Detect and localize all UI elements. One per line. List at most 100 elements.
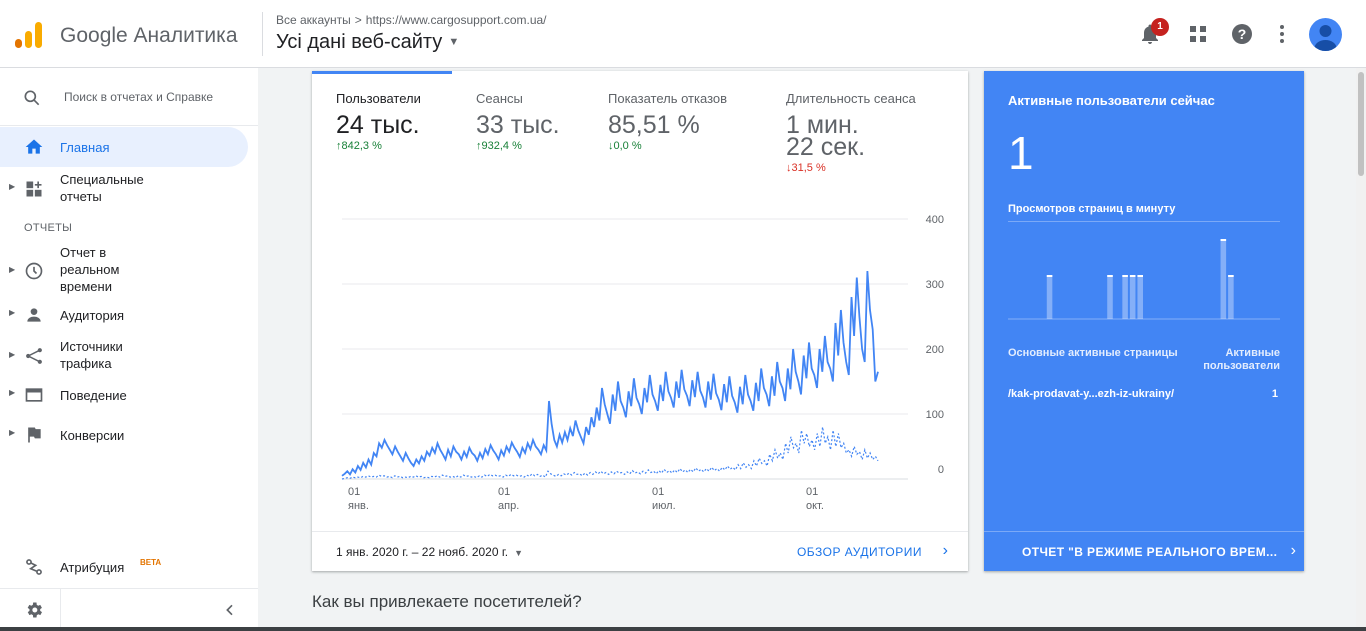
arrow-up-icon: ↑ xyxy=(476,140,482,152)
comparison-series-line[interactable] xyxy=(341,426,879,480)
metric-name: Пользователи xyxy=(336,91,421,106)
breadcrumb-account[interactable]: https://www.cargosupport.com.ua/ xyxy=(365,13,547,27)
sidebar-item-realtime[interactable]: ▶ Отчет в реальном времени xyxy=(0,244,248,296)
metric-value: 1 мин. 22 сек. xyxy=(786,113,916,160)
expand-arrow-icon[interactable]: ▶ xyxy=(9,388,16,397)
gear-icon[interactable] xyxy=(24,600,44,620)
pageview-bar xyxy=(1137,275,1143,319)
analytics-logo-icon[interactable] xyxy=(14,20,44,50)
search-input[interactable] xyxy=(64,86,228,108)
realtime-card: Активные пользователи сейчас 1 Просмотро… xyxy=(984,71,1304,571)
users-series-line[interactable] xyxy=(341,270,879,477)
search-icon[interactable] xyxy=(22,88,42,108)
sidebar-item-acquisition[interactable]: ▶ Источники трафика xyxy=(0,338,248,374)
sidebar-item-label: Главная xyxy=(60,140,110,155)
arrow-down-icon: ↓ xyxy=(786,162,792,174)
person-icon xyxy=(27,308,41,322)
dropdown-caret-icon[interactable]: ▼ xyxy=(514,548,524,558)
audience-overview-link[interactable]: ОБЗОР АУДИТОРИИ xyxy=(796,545,922,559)
metric-tab-sessions[interactable]: Сеансы 33 тыс. ↑932,4 % xyxy=(476,91,560,152)
clock-icon xyxy=(25,262,43,280)
label-line: Источники xyxy=(60,339,123,354)
y-tick-label: 300 xyxy=(926,279,944,291)
section-label-reports: ОТЧЕТЫ xyxy=(24,222,73,234)
expand-arrow-icon[interactable]: ▶ xyxy=(9,308,16,317)
pageview-bar xyxy=(1220,239,1227,319)
scrollbar-thumb[interactable] xyxy=(1358,72,1364,176)
breadcrumb-root[interactable]: Все аккаунты xyxy=(276,13,351,27)
top-page-users: 1 xyxy=(1271,388,1278,400)
metric-name: Показатель отказов xyxy=(608,91,728,106)
sidebar-item-custom-reports[interactable]: ▶ Специальные отчеты xyxy=(0,171,248,211)
metric-tab-users[interactable]: Пользователи 24 тыс. ↑842,3 % xyxy=(336,91,421,152)
collapse-chevron-left-icon[interactable] xyxy=(222,602,238,618)
expand-arrow-icon[interactable]: ▶ xyxy=(9,350,16,359)
x-tick-day: 01 xyxy=(652,486,664,498)
footer-divider xyxy=(60,589,61,631)
more-vert-icon[interactable] xyxy=(1270,22,1294,46)
pageview-bar-cap xyxy=(1107,275,1113,277)
sidebar-item-conversions[interactable]: ▶ Конверсии xyxy=(0,425,248,445)
metric-value: 24 тыс. xyxy=(336,111,420,139)
view-selector[interactable]: Усі дані веб-сайту ▼ xyxy=(276,31,459,54)
product-name[interactable]: Google Аналитика xyxy=(60,24,238,47)
pageview-bar-cap xyxy=(1129,275,1136,277)
pageview-bar xyxy=(1107,275,1113,319)
section-heading: Как вы привлекаете посетителей? xyxy=(312,592,582,611)
home-icon xyxy=(25,139,43,154)
label-line: Специальные xyxy=(60,172,144,187)
sidebar-item-audience[interactable]: ▶ Аудитория xyxy=(0,305,248,325)
metric-delta: ↑932,4 % xyxy=(476,140,560,152)
attribution-icon xyxy=(26,559,42,575)
scrollbar[interactable] xyxy=(1356,68,1366,631)
sidebar-item-label: Атрибуция xyxy=(60,560,125,575)
header-divider xyxy=(262,12,263,56)
sidebar-item-label: Конверсии xyxy=(60,428,125,443)
x-tick-day: 01 xyxy=(348,486,360,498)
taskbar-edge xyxy=(0,627,1366,631)
pageview-bar xyxy=(1129,275,1136,319)
help-icon[interactable]: ? xyxy=(1230,22,1254,46)
x-tick-day: 01 xyxy=(498,486,510,498)
metric-tab-session-duration[interactable]: Длительность сеанса 1 мин. 22 сек. ↓31,5 … xyxy=(786,91,916,174)
breadcrumb[interactable]: Все аккаунты > https://www.cargosupport.co… xyxy=(276,13,547,27)
metric-delta-value: 932,4 % xyxy=(481,140,522,152)
realtime-report-link[interactable]: ОТЧЕТ "В РЕЖИМЕ РЕАЛЬНОГО ВРЕМ... xyxy=(1022,545,1278,559)
pageview-bar-cap xyxy=(1046,275,1053,277)
pageview-bar-cap xyxy=(1220,239,1227,241)
metric-delta: ↓0,0 % xyxy=(608,140,727,152)
metric-delta-value: 31,5 % xyxy=(791,162,826,174)
sidebar-item-behavior[interactable]: ▶ Поведение xyxy=(0,385,248,405)
sidebar-item-home[interactable]: Главная xyxy=(0,127,248,167)
arrow-up-icon: ↑ xyxy=(336,140,342,152)
chevron-right-icon[interactable]: › xyxy=(1290,542,1296,559)
pageview-bar-cap xyxy=(1122,275,1128,277)
view-title[interactable]: Усі дані веб-сайту xyxy=(276,31,443,53)
expand-arrow-icon[interactable]: ▶ xyxy=(9,182,16,191)
expand-arrow-icon[interactable]: ▶ xyxy=(9,428,16,437)
sidebar-search[interactable] xyxy=(0,68,258,126)
date-range-selector[interactable]: 1 янв. 2020 г. – 22 нояб. 2020 г. ▼ xyxy=(336,545,523,559)
account-avatar-icon[interactable] xyxy=(1309,18,1342,51)
audience-overview-card: Пользователи 24 тыс. ↑842,3 % Сеансы 33 … xyxy=(312,71,968,571)
metric-value: 33 тыс. xyxy=(476,111,560,139)
sidebar-item-attribution[interactable]: Атрибуция xyxy=(0,557,248,577)
x-tick-month: янв. xyxy=(348,500,369,512)
date-range-text[interactable]: 1 янв. 2020 г. – 22 нояб. 2020 г. xyxy=(336,545,509,559)
x-tick-month: июл. xyxy=(652,500,676,512)
chevron-right-icon[interactable]: › xyxy=(942,542,948,559)
sidebar-item-label: Поведение xyxy=(60,388,127,403)
users-line-chart[interactable]: 400 300 200 100 0 01 янв. 01 апр. 01 июл. 01 окт. xyxy=(312,201,968,521)
y-tick-label: 100 xyxy=(926,409,944,421)
x-tick-month: апр. xyxy=(498,500,519,512)
x-tick-month: окт. xyxy=(806,500,824,512)
dropdown-caret-icon[interactable]: ▼ xyxy=(448,36,460,48)
top-page-link[interactable]: /kak-prodavat-y...ezh-iz-ukrainy/ xyxy=(1008,388,1175,400)
top-app-bar: Google Аналитика Все аккаунты > https://ww… xyxy=(0,0,1366,68)
apps-grid-icon[interactable] xyxy=(1186,22,1210,46)
notification-badge: 1 xyxy=(1151,18,1169,36)
realtime-footer: ОТЧЕТ "В РЕЖИМЕ РЕАЛЬНОГО ВРЕМ... › xyxy=(984,531,1304,571)
expand-arrow-icon[interactable]: ▶ xyxy=(9,265,16,274)
metric-tab-bounce-rate[interactable]: Показатель отказов 85,51 % ↓0,0 % xyxy=(608,91,727,152)
label-line: Отчет в xyxy=(60,245,107,260)
